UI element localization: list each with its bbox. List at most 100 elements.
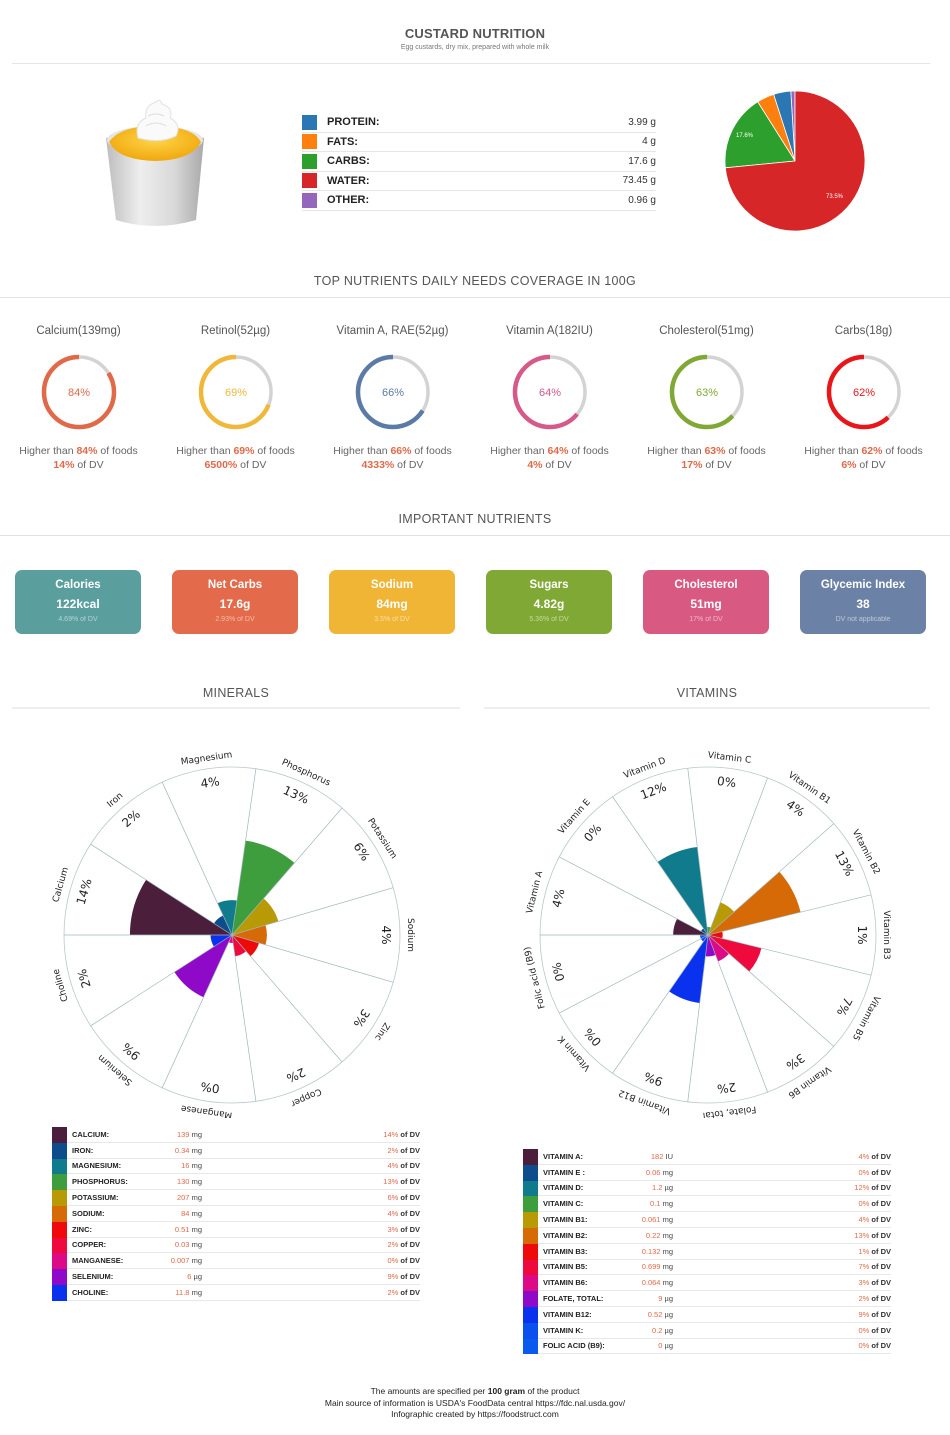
macro-label: WATER: (327, 174, 370, 187)
footer-line-1: The amounts are specified per 100 gram o… (0, 1386, 950, 1398)
svg-text:Vitamin C: Vitamin C (707, 751, 752, 766)
svg-text:6%: 6% (351, 840, 373, 864)
nutrient-amount: 0.1 mg (650, 1199, 673, 1209)
macro-row-other: OTHER: 0.96 g (302, 191, 656, 211)
table-row: VITAMIN E : 0.06 mg 0% of DV (523, 1164, 891, 1181)
nutrient-dv: 13% of DV (383, 1177, 420, 1187)
svg-text:4%: 4% (549, 887, 567, 909)
nutrient-label: IRON: (72, 1145, 94, 1155)
card-dv: 17% of DV (689, 616, 723, 623)
section-title-important-nutrients: IMPORTANT NUTRIENTS (398, 512, 552, 526)
nutrient-label: MANGANESE: (72, 1256, 124, 1266)
legend-swatch (523, 1322, 538, 1339)
nutrient-label: VITAMIN D: (543, 1183, 584, 1193)
svg-text:Iron: Iron (106, 791, 126, 810)
card-value: 4.82g (533, 597, 565, 611)
ring-title: Vitamin A(182IU) (506, 325, 593, 337)
legend-swatch (52, 1158, 67, 1175)
nutrient-label: VITAMIN C: (543, 1199, 584, 1209)
vitamins-table: VITAMIN A: 182 IU 4% of DV VITAMIN E : 0… (523, 1149, 891, 1355)
nutrient-label: MAGNESIUM: (72, 1161, 122, 1171)
nutrient-amount: 0.51 mg (174, 1224, 202, 1234)
svg-text:17.6%: 17.6% (736, 133, 754, 139)
ring-foods-text: Higher than 66% of foods (333, 445, 452, 457)
nutrient-amount: 0.22 mg (645, 1230, 673, 1240)
nutrient-amount: 11.8 mg (175, 1287, 202, 1297)
nutrient-ring-card: Calcium(139mg) 84% Higher than 84% of fo… (0, 325, 157, 471)
nutrient-label: VITAMIN A: (543, 1151, 583, 1161)
ring-percent: 69% (224, 387, 246, 399)
nutrient-label: VITAMIN B2: (543, 1230, 588, 1240)
table-row: VITAMIN B6: 0.064 mg 3% of DV (523, 1275, 891, 1292)
section-title-vitamins: VITAMINS (676, 686, 738, 700)
nutrient-amount: 0.064 mg (641, 1278, 673, 1288)
nutrient-amount: 207 mg (176, 1193, 202, 1203)
nutrient-label: CHOLINE: (72, 1287, 109, 1297)
nutrient-amount: 130 mg (176, 1177, 202, 1187)
nutrient-card-cholesterol: Cholesterol 51mg 17% of DV (643, 570, 769, 634)
nutrient-label: CALCIUM: (72, 1129, 110, 1139)
nutrient-dv: 7% of DV (858, 1262, 891, 1272)
nutrient-label: FOLIC ACID (B9): (543, 1341, 605, 1351)
ring-dv-text: 17% of DV (681, 459, 732, 471)
card-value: 84mg (376, 597, 408, 611)
svg-text:Folic acid (B9): Folic acid (B9) (523, 946, 548, 1010)
macro-row-fats: FATS: 4 g (302, 133, 656, 152)
nutrient-label: VITAMIN B12: (543, 1309, 592, 1319)
legend-swatch (523, 1275, 538, 1292)
nutrient-label: VITAMIN K: (543, 1325, 584, 1335)
macro-value: 0.96 g (628, 194, 656, 206)
footer-text: The amounts are specified per (370, 1386, 488, 1396)
table-row: ZINC: 0.51 mg 3% of DV (52, 1221, 420, 1238)
divider (0, 535, 950, 536)
custard-cup-icon (100, 98, 210, 233)
progress-ring: 84% (41, 354, 116, 430)
nutrient-amount: 139 mg (176, 1129, 202, 1139)
macro-value: 73.45 g (622, 175, 656, 187)
nutrient-amount: 0.061 mg (641, 1215, 673, 1225)
card-title: Sodium (370, 579, 414, 591)
nutrient-ring-card: Cholesterol(51mg) 63% Higher than 63% of… (628, 325, 785, 471)
nutrient-card-sodium: Sodium 84mg 3.5% of DV (329, 570, 455, 634)
table-row: VITAMIN C: 0.1 mg 0% of DV (523, 1196, 891, 1213)
nutrient-label: COPPER: (72, 1240, 107, 1250)
nutrient-card-net-carbs: Net Carbs 17.6g 2.93% of DV (172, 570, 298, 634)
macro-label: OTHER: (327, 194, 370, 207)
svg-text:4%: 4% (784, 797, 808, 819)
nutrient-label: ZINC: (72, 1224, 92, 1234)
legend-swatch (302, 192, 317, 208)
svg-text:Copper: Copper (289, 1086, 323, 1109)
ring-percent: 84% (67, 387, 89, 399)
svg-text:Vitamin D: Vitamin D (622, 756, 667, 781)
legend-swatch (52, 1190, 67, 1206)
svg-text:9%: 9% (642, 1069, 665, 1089)
divider (0, 297, 950, 298)
nutrient-dv: 4% of DV (858, 1151, 891, 1161)
nutrient-ring-card: Retinol(52µg) 69% Higher than 69% of foo… (157, 325, 314, 471)
card-dv: 3.5% of DV (374, 616, 410, 623)
nutrient-dv: 0% of DV (858, 1341, 891, 1351)
page-title: CUSTARD NUTRITION (404, 26, 546, 41)
ring-foods-text: Higher than 63% of foods (647, 445, 766, 457)
svg-text:4%: 4% (379, 925, 393, 944)
footer: The amounts are specified per 100 gram o… (0, 1386, 950, 1421)
progress-ring: 69% (198, 354, 273, 430)
divider (12, 707, 460, 709)
card-dv: DV not applicable (835, 616, 891, 623)
table-row: MANGANESE: 0.007 mg 0% of DV (52, 1253, 420, 1270)
nutrient-amount: 0.132 mg (641, 1246, 673, 1256)
card-dv: 5.36% of DV (529, 616, 569, 623)
nutrient-amount: 6 µg (187, 1272, 202, 1282)
nutrient-card-glycemic-index: Glycemic Index 38 DV not applicable (800, 570, 926, 634)
legend-swatch (52, 1142, 67, 1159)
table-row: POTASSIUM: 207 mg 6% of DV (52, 1190, 420, 1206)
ring-dv-text: 4333% of DV (361, 459, 424, 471)
footer-text: of the product (525, 1386, 580, 1396)
legend-swatch (523, 1291, 538, 1307)
nutrient-dv: 13% of DV (854, 1230, 891, 1240)
table-row: IRON: 0.34 mg 2% of DV (52, 1142, 420, 1159)
ring-foods-text: Higher than 69% of foods (176, 445, 295, 457)
legend-swatch (52, 1284, 67, 1301)
nutrient-amount: 0.03 mg (174, 1240, 202, 1250)
svg-text:0%: 0% (716, 774, 737, 790)
